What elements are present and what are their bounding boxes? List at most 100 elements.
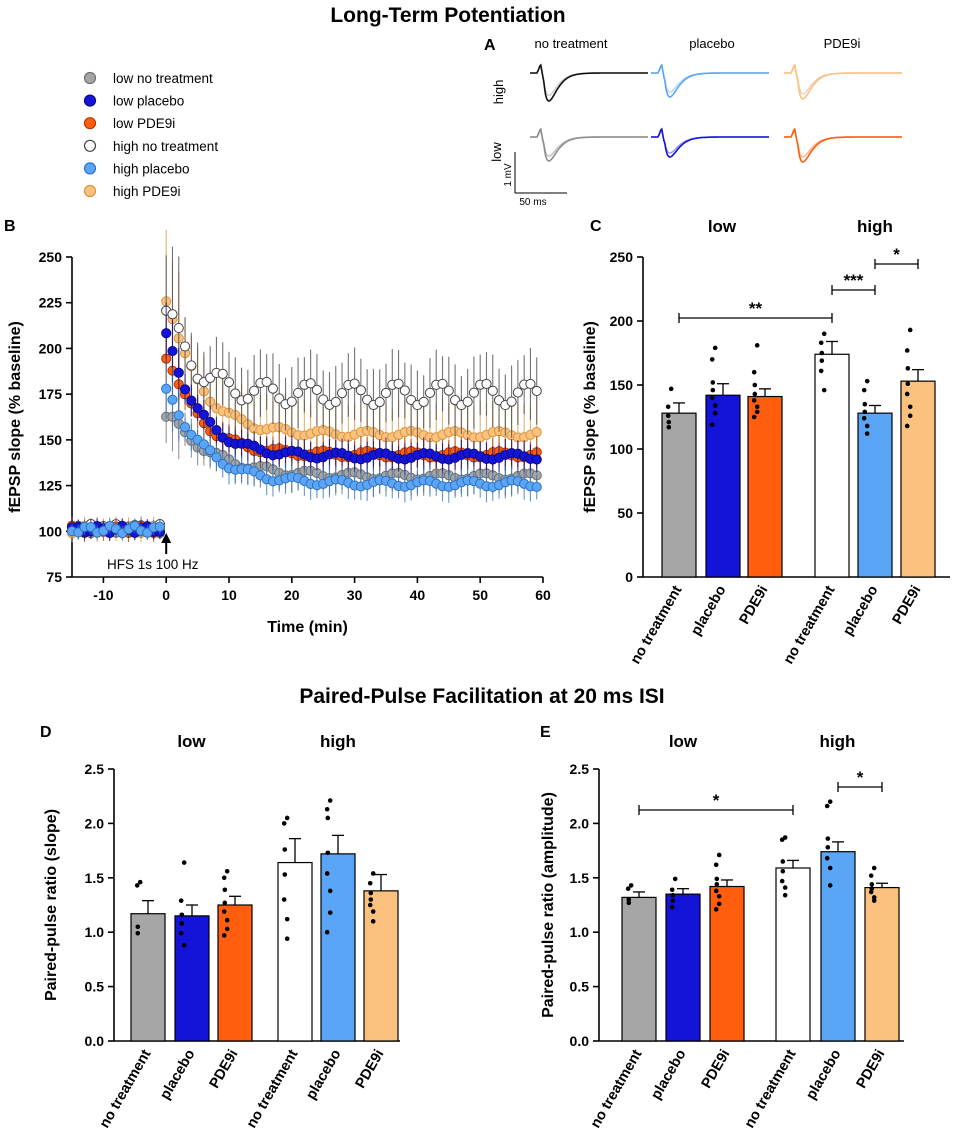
e-bar-group-high-placebo: placebo <box>803 799 856 1103</box>
panel-a-traces: no treatment placebo PDE9i high low 1 mV… <box>489 36 902 208</box>
d-data-point <box>281 897 287 902</box>
d-data-point <box>221 909 227 914</box>
b-x-axis-label: Time (min) <box>267 619 348 636</box>
b-ytick-label: 75 <box>46 569 62 585</box>
c-group-label-high: high <box>857 217 893 236</box>
d-group-label-low: low <box>177 732 206 751</box>
c-data-point <box>752 382 758 388</box>
d-ytick-label: 0.0 <box>85 1033 105 1049</box>
trace-col-no-treatment: no treatment <box>535 36 608 51</box>
c-ytick-label: 250 <box>610 249 634 265</box>
trace-low-no-treatment <box>530 127 648 162</box>
e-ytick-label: 0.5 <box>570 979 590 995</box>
c-data-point <box>819 358 825 363</box>
panel-e-bar-chart: 0.0 0.5 1.0 1.5 2.0 2.5 Paired-pulse ratio (am… <box>540 732 904 1131</box>
legend-marker-high-placebo <box>83 162 97 175</box>
d-ytick-label: 2.5 <box>85 761 105 777</box>
c-data-point <box>821 387 827 393</box>
d-data-point <box>178 930 184 936</box>
c-xtick-label: no treatment <box>628 583 686 667</box>
d-ytick-label: 1.5 <box>85 870 105 886</box>
e-data-point <box>827 883 833 888</box>
trace-low-placebo <box>651 127 769 158</box>
c-data-point <box>864 378 870 384</box>
panel-d-bar-chart: 0.0 0.5 1.0 1.5 2.0 2.5 Paired-pulse ratio (sl… <box>43 732 400 1131</box>
e-ytick-label: 0.0 <box>570 1033 590 1049</box>
e-data-point <box>669 904 675 910</box>
d-data-point <box>179 921 185 926</box>
b-ytick-label: 125 <box>39 478 63 494</box>
b-point <box>217 368 228 380</box>
c-data-point <box>864 431 870 436</box>
d-ytick-label: 0.5 <box>85 979 105 995</box>
d-data-point <box>370 909 376 914</box>
b-ytick-label: 175 <box>39 386 63 402</box>
d-group-label-high: high <box>320 732 356 751</box>
c-xtick-label: PDE9i <box>890 583 925 627</box>
d-bar-group-high-pde9i: PDE9i <box>353 871 399 1091</box>
d-data-point <box>284 936 290 942</box>
trace-high-pde9i-baseline <box>784 65 902 95</box>
d-data-point <box>282 847 288 852</box>
b-point <box>531 481 542 493</box>
e-bar <box>621 896 657 1042</box>
legend-marker-low-pde9i <box>83 117 97 130</box>
b-ytick-label: 100 <box>39 523 63 539</box>
panel-letter-e: E <box>540 724 551 741</box>
c-data-point <box>709 395 715 401</box>
d-data-point <box>178 898 184 903</box>
e-data-point <box>714 876 720 882</box>
c-data-point <box>905 381 911 387</box>
e-data-point <box>824 855 830 861</box>
d-data-point <box>222 900 228 906</box>
b-point <box>512 387 523 398</box>
b-point <box>192 403 203 414</box>
b-point <box>506 396 517 407</box>
b-point <box>525 378 536 390</box>
d-data-point <box>221 875 227 881</box>
panel-letter-d: D <box>40 724 52 741</box>
b-point <box>380 387 392 399</box>
b-point <box>173 410 184 421</box>
c-data-point <box>710 380 716 385</box>
c-bar-group-low-no-treatment: no treatment <box>628 386 697 667</box>
e-ytick-label: 1.5 <box>570 870 590 886</box>
c-data-point <box>861 415 867 421</box>
c-data-point <box>907 413 913 419</box>
legend-label-low-no-treatment: low no treatment <box>113 71 213 86</box>
e-data-point <box>869 882 875 887</box>
c-data-point <box>709 357 715 362</box>
d-data-point <box>324 929 330 935</box>
e-data-point <box>670 898 676 903</box>
d-data-point <box>367 902 373 908</box>
c-xtick-label: PDE9i <box>737 583 772 627</box>
d-data-point <box>222 887 228 893</box>
c-bar <box>857 412 893 578</box>
b-point <box>261 376 272 388</box>
panel-letter-b: B <box>4 218 16 235</box>
b-point <box>437 378 448 389</box>
e-xtick-label: PDE9i <box>854 1047 889 1091</box>
trace-low-pde9i <box>784 127 902 163</box>
d-data-point <box>281 821 287 826</box>
b-point <box>349 378 360 389</box>
e-data-point <box>871 895 877 900</box>
b-point <box>487 385 498 396</box>
c-data-point <box>818 340 824 346</box>
d-data-point <box>327 888 333 894</box>
panel-c-bar-chart: 0 50 100 150 200 250 fEPSP slope (% baseline) l… <box>582 217 950 667</box>
c-xtick-label: placebo <box>840 583 881 639</box>
e-xtick-label: placebo <box>803 1047 844 1103</box>
legend-marker-high-pde9i <box>83 184 97 198</box>
c-bar-group-high-pde9i: PDE9i <box>890 327 936 627</box>
d-data-point <box>327 910 333 915</box>
b-point <box>161 328 172 339</box>
b-xtick-label: 50 <box>472 587 488 603</box>
d-data-point <box>324 806 330 812</box>
d-data-point <box>221 933 227 938</box>
d-ytick-label: 1.0 <box>85 924 105 940</box>
legend-marker-low-no-treatment <box>83 71 97 85</box>
trace-col-placebo: placebo <box>689 36 735 51</box>
e-data-point <box>669 887 675 893</box>
c-bar-group-low-pde9i: PDE9i <box>737 343 783 627</box>
